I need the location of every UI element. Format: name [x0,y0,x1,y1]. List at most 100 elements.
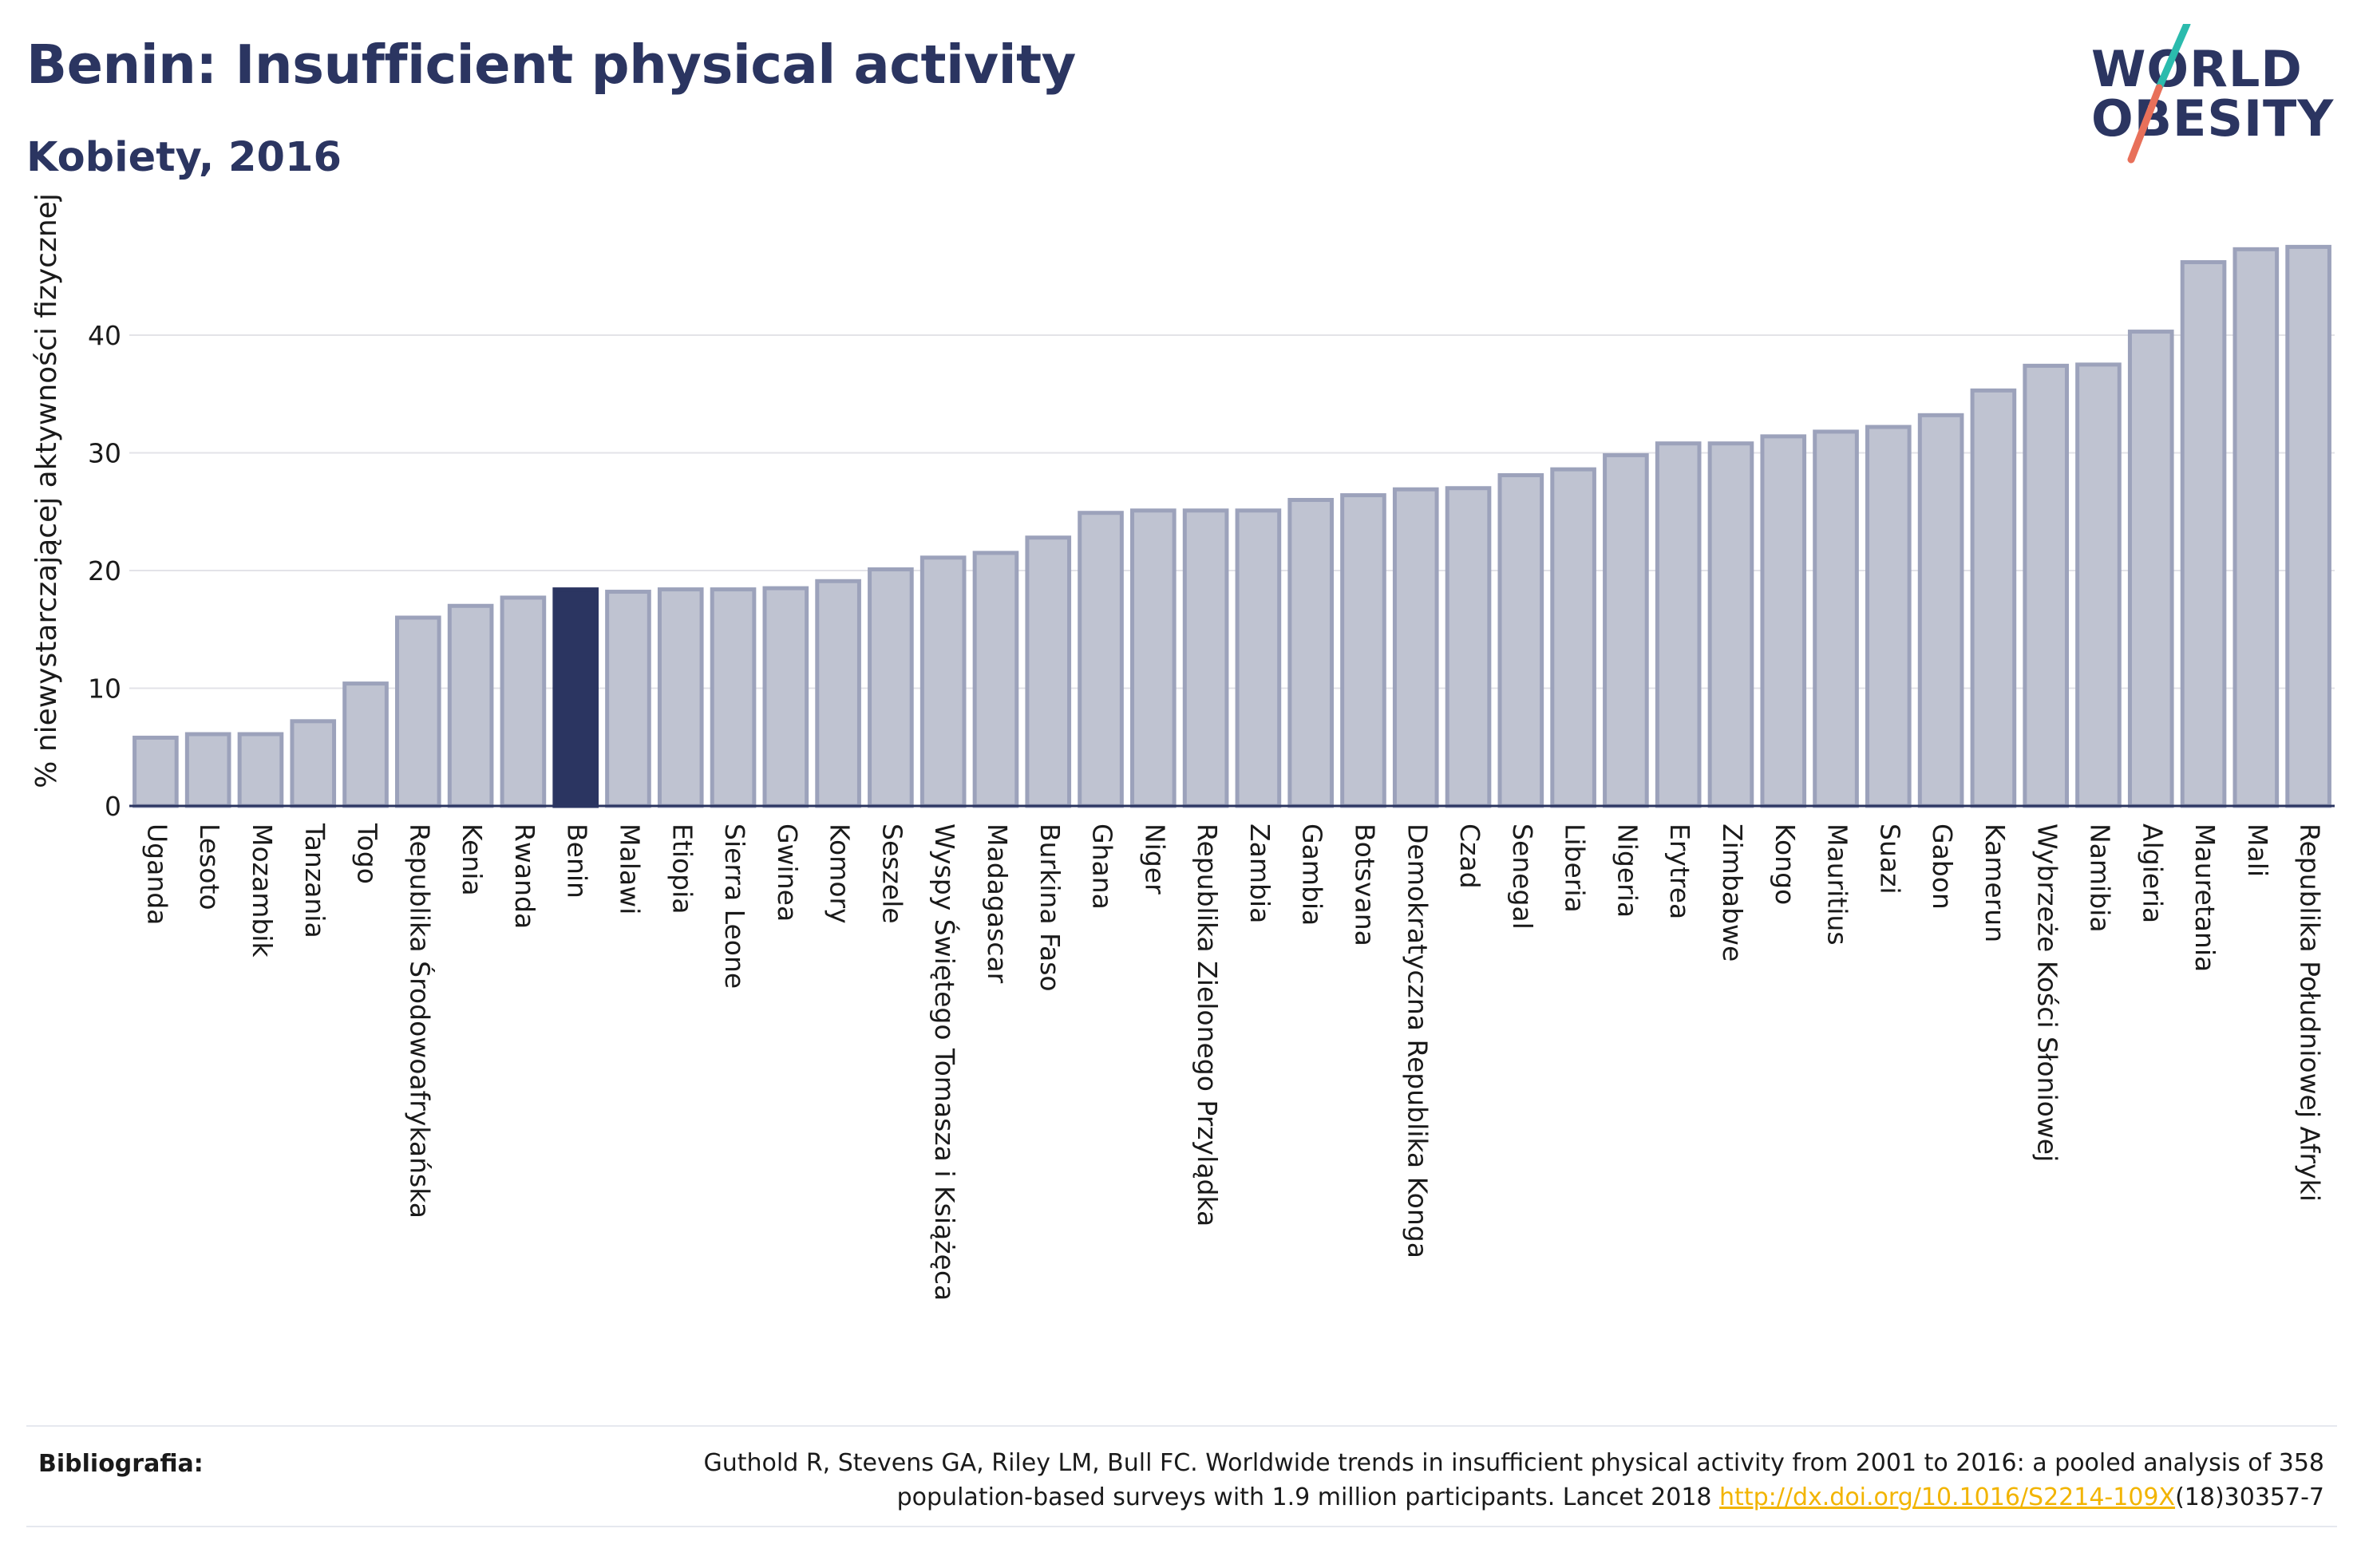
bar [605,590,651,808]
x-tick-label: Mauritius [1822,823,1853,946]
chart-title: Benin: Insufficient physical activity [26,34,1076,96]
bar [1445,486,1492,808]
x-tick-label: Kenia [457,823,488,896]
x-tick-label: Niger [1139,823,1170,895]
bar [342,681,389,808]
x-tick-label: Gwinea [772,823,803,922]
x-tick-label: Namibia [2084,823,2115,933]
bar [1707,441,1754,808]
bar [1025,535,1072,808]
doi-link[interactable]: http://dx.doi.org/10.1016/S2214-109X [1719,1483,2176,1511]
bar [657,587,704,808]
x-tick-label: Wyspy Świętego Tomasza i Książęca [929,823,961,1301]
x-tick-label: Republika Środowoafrykańska [404,823,436,1218]
x-tick-label: Mozambik [247,823,278,958]
bibliography-text: Guthold R, Stevens GA, Riley LM, Bull FC… [488,1446,2324,1515]
world-obesity-logo: WORLD OBESITY [2083,24,2347,168]
y-tick-label: 10 [88,673,121,705]
bar [1813,429,1859,808]
bar [2180,260,2227,808]
x-tick-label: Seszele [876,823,908,924]
x-tick-label: Benin [562,823,593,899]
bar [290,719,337,808]
x-tick-label: Botsvana [1349,823,1380,946]
y-tick-label: 0 [105,791,121,822]
x-tick-label: Republika Południowej Afryki [2295,823,2326,1202]
bar [184,732,231,808]
x-tick-label: Komory [825,823,856,924]
y-tick-label: 20 [88,555,121,587]
x-tick-label: Zambia [1244,823,1275,923]
bar [815,579,861,808]
bar [1760,434,1807,808]
logo-line-1: WORLD [2091,40,2303,98]
bar [1340,493,1386,808]
x-tick-label: Kongo [1770,823,1801,905]
bar-chart: 0 10 20 30 40 % niewystarczającej aktywności … [30,193,2335,1301]
bar [1865,425,1912,808]
bar [2285,244,2331,808]
x-tick-label: Rwanda [509,823,540,929]
x-tick-label: Republika Zielonego Przylądka [1192,823,1223,1226]
bar [447,603,494,808]
x-tick-label: Algieria [2137,823,2168,923]
x-tick-label: Lesoto [194,823,225,910]
bibliography-line-2-end: (18)30357-7 [2175,1483,2324,1511]
bar [132,735,179,808]
bar [2232,247,2280,808]
x-tick-label: Sierra Leone [719,823,750,989]
x-tick-label: Uganda [141,823,172,925]
bar [762,586,809,808]
x-tick-label: Demokratyczna Republika Konga [1402,823,1433,1258]
x-tick-label: Czad [1454,823,1485,889]
y-tick-label: 40 [88,320,121,351]
logo-line-2: OBESITY [2091,89,2335,148]
footer-divider-top [26,1425,2337,1427]
chart-subtitle: Kobiety, 2016 [26,134,342,181]
bar [1130,508,1177,808]
bar [1550,467,1596,808]
x-tick-label: Suazi [1874,823,1905,895]
bar [1235,508,1282,808]
bar [868,567,914,808]
bar [2075,362,2122,808]
bar [2127,330,2174,808]
bar [2023,363,2069,808]
x-tick-label: Zimbabwe [1717,823,1748,962]
bibliography-label: Bibliografia: [38,1450,204,1478]
bar [1655,441,1702,808]
bibliography-line-1: Guthold R, Stevens GA, Riley LM, Bull FC… [703,1449,2324,1477]
y-axis-title: % niewystarczającej aktywności fizycznej [30,193,63,788]
x-tick-label: Malawi [614,823,645,914]
bar [500,595,547,808]
bar [237,732,284,808]
x-tick-label: Tanzania [299,823,330,938]
bar [1392,487,1439,808]
bar [1970,388,2017,808]
x-tick-label: Burkina Faso [1034,823,1066,992]
x-tick-label: Liberia [1560,823,1591,913]
x-tick-label: Erytrea [1664,823,1695,919]
x-tick-label: Etiopia [666,823,698,914]
x-tick-label: Senegal [1507,823,1538,930]
y-tick-label: 30 [88,438,121,469]
x-tick-label: Wybrzeże Kości Słoniowej [2032,823,2063,1162]
x-tick-label: Mali [2242,823,2273,877]
x-tick-label: Mauretania [2189,823,2221,972]
bar [710,587,757,808]
x-tick-label: Nigeria [1612,823,1643,918]
bar [1603,452,1649,808]
x-tick-label: Kamerun [1979,823,2011,942]
bar [1182,508,1229,808]
bar [1287,498,1334,808]
bar [919,555,967,808]
bibliography-line-2: population-based surveys with 1.9 millio… [896,1483,1720,1511]
bar [395,615,441,808]
bar [1078,511,1124,808]
x-tick-label: Madagascar [982,823,1013,984]
x-tick-label: Togo [352,823,383,884]
bar [1497,473,1544,808]
footer-divider-bottom [26,1526,2337,1527]
x-tick-label: Gabon [1927,823,1958,910]
bar [972,551,1019,808]
